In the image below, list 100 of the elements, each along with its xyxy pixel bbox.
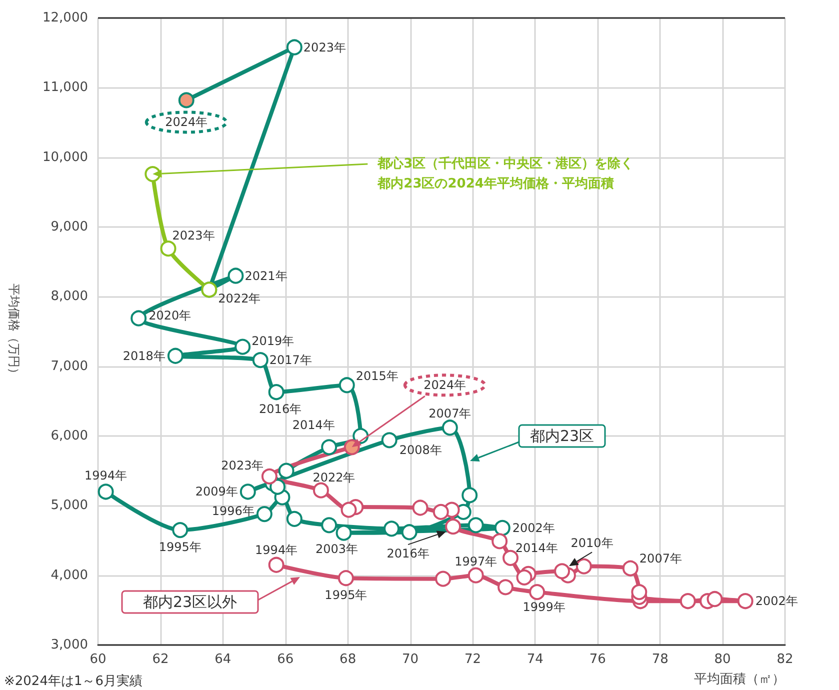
y-tick-label: 12,000 <box>42 10 88 26</box>
x-tick-label: 74 <box>526 652 544 667</box>
y-tick-label: 5,000 <box>50 498 88 514</box>
point <box>286 39 302 56</box>
annotation: 2018年 <box>122 348 166 363</box>
point <box>338 570 354 586</box>
x-axis-title: 平均面積（㎡） <box>694 672 785 687</box>
annotation: 1995年 <box>158 540 202 554</box>
y-tick-label: 11,000 <box>42 80 88 96</box>
annotation: 2019年 <box>252 334 294 348</box>
point <box>178 92 194 108</box>
annotation: 2017年 <box>269 353 312 368</box>
y-tick-label: 4,000 <box>50 568 88 583</box>
point <box>160 240 176 257</box>
annotation: 1996年 <box>212 504 254 518</box>
text: 都内23区以外 <box>142 593 238 611</box>
x-tick-label: 62 <box>152 652 169 667</box>
x-tick-label: 80 <box>714 652 731 667</box>
point <box>631 584 648 600</box>
annotation: 2015年 <box>356 369 398 384</box>
point <box>432 504 449 520</box>
point <box>240 484 256 500</box>
annotation: 2023年 <box>303 40 346 54</box>
point <box>622 560 638 576</box>
point <box>384 520 400 537</box>
annotation: 2016年 <box>386 546 430 561</box>
x-tick-label: 64 <box>214 652 232 667</box>
y-tick-label: 7,000 <box>50 358 88 374</box>
point <box>554 563 570 580</box>
point <box>270 478 286 495</box>
point <box>338 377 355 394</box>
point <box>321 439 338 456</box>
point <box>268 384 284 400</box>
y-tick-label: 3,000 <box>50 638 88 652</box>
annotation: 2024年 <box>424 378 466 392</box>
point <box>445 518 462 535</box>
point <box>401 524 418 540</box>
annotation: 2009年 <box>195 484 238 499</box>
annotation: 2016年 <box>259 402 302 416</box>
point <box>706 591 723 608</box>
point <box>167 348 184 364</box>
text: 都内23区 <box>530 427 594 445</box>
point <box>498 579 514 596</box>
x-tick-label: 60 <box>90 652 106 667</box>
point <box>494 520 510 536</box>
point <box>278 462 294 479</box>
annotation: 2014年 <box>515 541 558 556</box>
point <box>529 584 546 600</box>
annotation: 2023年 <box>221 458 264 472</box>
annotation: 都心3区（千代田区・中央区・港区）を除く都内23区の2024年平均価格・平均面積 <box>376 156 634 192</box>
point <box>412 500 428 516</box>
point <box>256 506 272 522</box>
x-tick-label: 78 <box>652 652 668 667</box>
y-tick-label: 8,000 <box>50 289 88 304</box>
x-tick-label: 76 <box>589 652 606 667</box>
annotation: 2022年 <box>312 470 356 484</box>
point <box>98 484 114 500</box>
annotation: 2023年 <box>172 228 215 243</box>
annotation: 2002年 <box>755 594 798 608</box>
point <box>435 570 452 587</box>
x-tick-label: 68 <box>340 652 356 667</box>
annotation: 1999年 <box>522 600 566 614</box>
y-tick-label: 10,000 <box>42 150 88 165</box>
point <box>336 524 352 541</box>
point <box>268 556 284 573</box>
annotation: 2002年 <box>512 520 555 535</box>
point <box>442 420 458 436</box>
annotation: 2020年 <box>148 308 192 322</box>
y-tick-label: 6,000 <box>50 428 88 444</box>
x-tick-label: 70 <box>402 652 419 667</box>
annotation: 2007年 <box>428 406 472 421</box>
point <box>172 522 188 538</box>
point <box>228 268 244 284</box>
annotation: 2024年 <box>165 115 208 130</box>
point <box>340 502 357 518</box>
annotation: 2014年 <box>292 418 335 432</box>
annotation: 2022年 <box>218 292 261 306</box>
y-axis-title: 平均価格（万円） <box>7 284 21 380</box>
annotation: 2003年 <box>315 542 358 556</box>
annotation: 2008年 <box>399 443 442 458</box>
annotation: 1995年 <box>324 588 368 602</box>
point <box>468 567 484 584</box>
y-tick-label: 9,000 <box>50 220 88 234</box>
x-tick-label: 82 <box>776 652 794 667</box>
point <box>312 482 329 498</box>
point <box>516 569 532 586</box>
point <box>492 533 508 550</box>
point <box>468 517 484 534</box>
point <box>252 352 268 368</box>
annotation: 1994年 <box>84 468 128 483</box>
point <box>321 517 338 534</box>
point <box>462 487 478 504</box>
point <box>737 593 754 610</box>
x-tick-label: 72 <box>464 652 481 667</box>
annotation: 1994年 <box>255 542 298 557</box>
annotation: 2021年 <box>244 268 288 283</box>
point <box>130 310 147 326</box>
text: ※2024年は1～6月実績 <box>4 673 143 689</box>
annotation: 1997年 <box>454 554 498 568</box>
annotation: 2010年 <box>570 536 614 550</box>
